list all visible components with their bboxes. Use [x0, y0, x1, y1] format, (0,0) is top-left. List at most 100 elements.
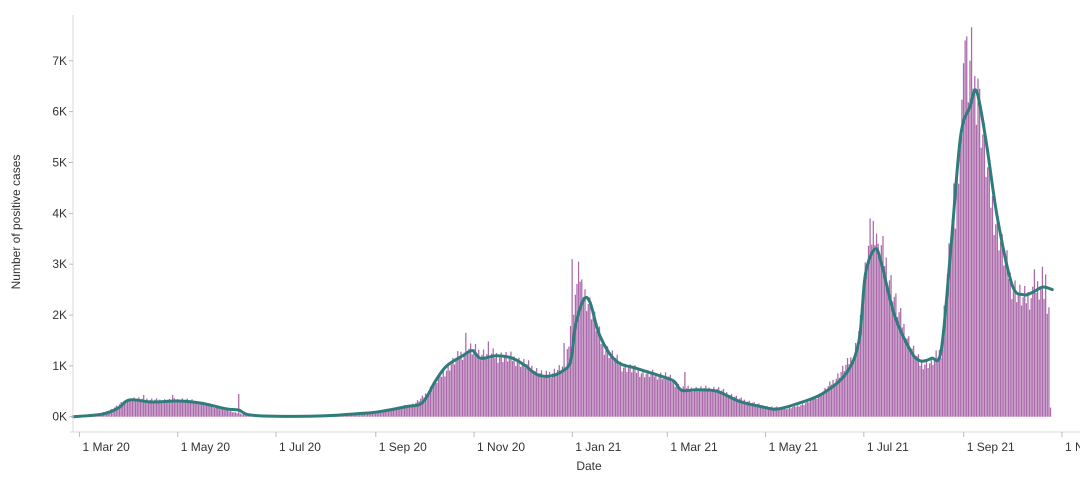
daily-bar	[811, 397, 813, 417]
daily-bar	[780, 408, 783, 417]
daily-bar	[146, 398, 148, 417]
daily-bar	[951, 219, 953, 417]
daily-bar	[822, 392, 825, 417]
daily-bar	[1028, 309, 1031, 417]
daily-bar	[366, 412, 369, 417]
daily-bar	[958, 183, 960, 417]
daily-bar	[953, 183, 955, 417]
daily-bar	[466, 354, 469, 417]
daily-bar	[133, 397, 135, 417]
daily-bar	[461, 359, 464, 417]
daily-bar	[360, 413, 362, 417]
daily-bar	[829, 381, 831, 417]
daily-bar	[766, 406, 768, 417]
daily-bar	[1038, 299, 1040, 417]
daily-bar	[650, 373, 652, 417]
daily-bar	[586, 311, 588, 417]
daily-bar	[998, 250, 1000, 417]
x-tick-label: 1 Nov 20	[477, 440, 525, 454]
daily-bar	[623, 367, 625, 417]
daily-bar	[932, 364, 934, 417]
daily-bar	[1040, 287, 1042, 417]
daily-bar	[189, 400, 192, 417]
daily-bar	[474, 344, 477, 417]
daily-bar	[840, 371, 842, 417]
daily-bar	[674, 386, 676, 417]
daily-bar	[403, 405, 406, 417]
daily-bar	[544, 375, 546, 417]
x-tick-label: 1 Sep 21	[967, 440, 1015, 454]
daily-bar	[716, 388, 718, 417]
daily-bar	[484, 359, 486, 417]
daily-bar	[557, 370, 559, 417]
daily-bar	[162, 400, 164, 417]
daily-bar	[470, 343, 472, 417]
daily-bar	[168, 398, 171, 417]
daily-bar	[817, 396, 820, 417]
daily-bar	[982, 134, 984, 417]
daily-bar	[845, 364, 847, 417]
daily-bar	[993, 235, 995, 417]
daily-bar	[460, 351, 462, 417]
daily-bar	[656, 379, 659, 417]
daily-bar	[532, 374, 535, 417]
daily-bar	[589, 297, 591, 417]
x-tick-label: 1 May 21	[769, 440, 819, 454]
daily-bar	[204, 402, 206, 417]
daily-bar	[751, 402, 754, 417]
daily-bar	[587, 304, 589, 417]
daily-bar	[558, 365, 560, 417]
daily-bar	[730, 393, 733, 417]
daily-bar	[800, 405, 802, 417]
daily-bar	[397, 407, 399, 417]
daily-bar	[143, 394, 145, 417]
daily-bar	[416, 400, 419, 417]
daily-bar	[172, 394, 174, 417]
daily-bar	[494, 358, 496, 417]
daily-bar	[722, 388, 725, 417]
daily-bar	[903, 323, 905, 417]
daily-bar	[764, 406, 767, 417]
daily-bar	[373, 412, 375, 417]
daily-bar	[510, 351, 512, 417]
y-tick-label: 0K	[52, 410, 67, 424]
daily-bar	[825, 390, 828, 417]
daily-bar	[521, 362, 523, 417]
daily-bar	[362, 413, 364, 417]
daily-bar	[126, 401, 129, 417]
daily-bar	[946, 274, 949, 417]
daily-bar	[669, 374, 672, 417]
daily-bar	[107, 411, 109, 417]
daily-bar	[492, 348, 494, 417]
daily-bar	[930, 358, 932, 417]
daily-bar	[924, 364, 926, 417]
daily-bar	[384, 409, 386, 417]
daily-bar	[136, 398, 138, 417]
daily-bar	[518, 357, 520, 417]
daily-bar	[429, 386, 432, 417]
daily-bar	[687, 385, 689, 417]
y-tick-label: 4K	[52, 206, 67, 220]
moving-average-line	[71, 88, 1054, 419]
daily-bar	[181, 398, 183, 417]
daily-bar	[726, 392, 728, 417]
daily-bar	[991, 196, 994, 417]
daily-bar	[495, 353, 498, 417]
daily-bar	[534, 370, 536, 417]
daily-bar	[497, 362, 499, 417]
daily-bar	[482, 349, 485, 417]
daily-bar	[917, 354, 920, 417]
daily-bar	[365, 413, 367, 417]
daily-bar	[231, 412, 233, 417]
daily-bar	[120, 402, 122, 417]
daily-bar	[122, 403, 124, 417]
daily-bar	[167, 400, 169, 417]
daily-bar	[225, 409, 227, 417]
daily-bar	[437, 377, 440, 417]
daily-bar	[721, 390, 723, 417]
daily-bar	[621, 371, 623, 417]
daily-bar	[178, 401, 180, 417]
daily-bar	[940, 357, 942, 417]
daily-bar	[922, 369, 924, 417]
